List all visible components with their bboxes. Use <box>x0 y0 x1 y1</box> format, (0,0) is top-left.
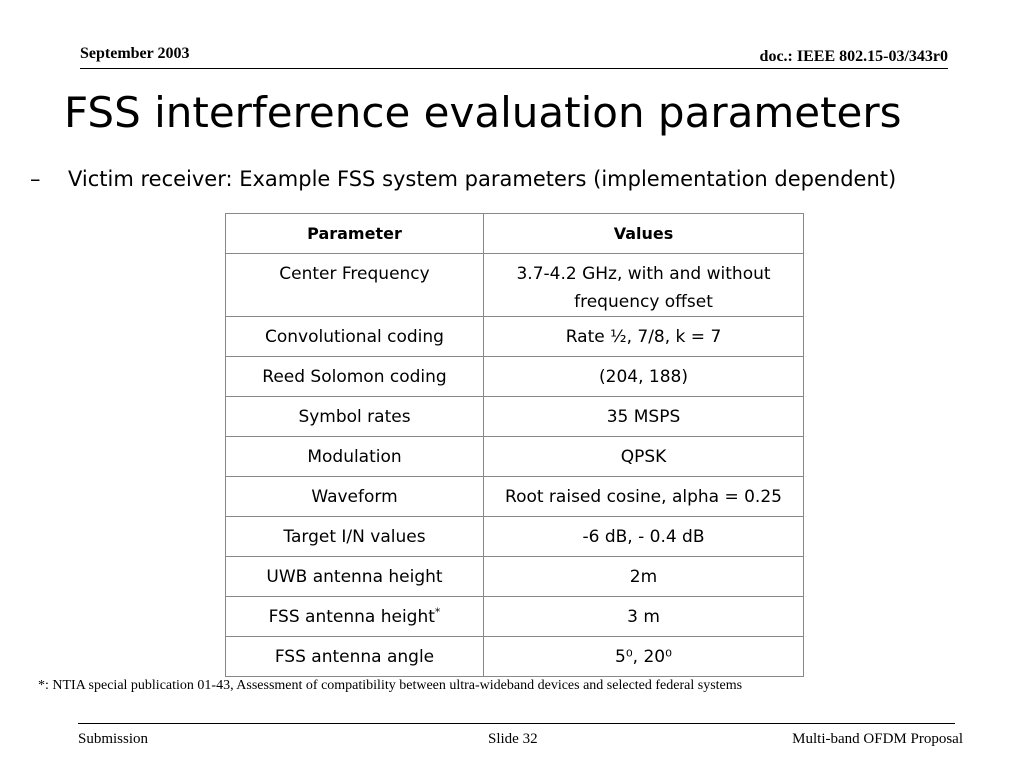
parameter-table: Parameter Values Center Frequency 3.7-4.2… <box>225 213 804 677</box>
table-cell: Waveform <box>225 476 484 517</box>
bullet-text: Victim receiver: Example FSS system para… <box>68 167 897 191</box>
header-date: September 2003 <box>80 45 190 62</box>
table-row: UWB antenna height 2m <box>225 556 804 597</box>
table-cell: QPSK <box>483 436 804 477</box>
header-doc: doc.: IEEE 802.15-03/343r0 <box>759 48 948 65</box>
table-row: Center Frequency 3.7-4.2 GHz, with and wi… <box>225 253 804 317</box>
header-row: Parameter Values <box>225 213 804 254</box>
table-row: FSS antenna angle 5⁰, 20⁰ <box>225 636 804 677</box>
table-row: Modulation QPSK <box>225 436 804 477</box>
table-cell: 3.7-4.2 GHz, with and without frequency … <box>483 253 804 317</box>
table-cell: 5⁰, 20⁰ <box>483 636 804 677</box>
table-cell: UWB antenna height <box>225 556 484 597</box>
table-cell: 3 m <box>483 596 804 637</box>
bullet-marker: – <box>30 167 41 191</box>
table-row: Symbol rates 35 MSPS <box>225 396 804 437</box>
table-row: Waveform Root raised cosine, alpha = 0.25 <box>225 476 804 517</box>
table-cell: (204, 188) <box>483 356 804 397</box>
table-cell: Reed Solomon coding <box>225 356 484 397</box>
table-cell: 2m <box>483 556 804 597</box>
column-header: Parameter <box>225 213 484 254</box>
cell-text: FSS antenna height <box>268 607 435 627</box>
footnote-mark: * <box>434 605 441 619</box>
table-cell: -6 dB, - 0.4 dB <box>483 516 804 557</box>
table-cell: FSS antenna angle <box>225 636 484 677</box>
table-cell: Rate ½, 7/8, k = 7 <box>483 316 804 357</box>
slide-title: FSS interference evaluation parameters <box>64 88 902 137</box>
table-row: Reed Solomon coding (204, 188) <box>225 356 804 397</box>
table-cell: Center Frequency <box>225 253 484 317</box>
table-cell: 35 MSPS <box>483 396 804 437</box>
footer-left: Submission <box>78 731 149 747</box>
footer-rule <box>78 723 955 724</box>
footnote: *: NTIA special publication 01-43, Asses… <box>38 678 743 693</box>
table-row: Convolutional coding Rate ½, 7/8, k = 7 <box>225 316 804 357</box>
table-cell: FSS antenna height* <box>225 596 484 637</box>
table-cell: Modulation <box>225 436 484 477</box>
column-header: Values <box>483 213 804 254</box>
table-row: FSS antenna height* 3 m <box>225 596 804 637</box>
table-cell: Convolutional coding <box>225 316 484 357</box>
table-row: Target I/N values -6 dB, - 0.4 dB <box>225 516 804 557</box>
table-cell: Target I/N values <box>225 516 484 557</box>
header-rule <box>80 68 948 69</box>
footer-center: Slide 32 <box>488 731 538 747</box>
footer-right: Multi-band OFDM Proposal <box>792 731 963 747</box>
table-cell: Symbol rates <box>225 396 484 437</box>
table-cell: Root raised cosine, alpha = 0.25 <box>483 476 804 517</box>
